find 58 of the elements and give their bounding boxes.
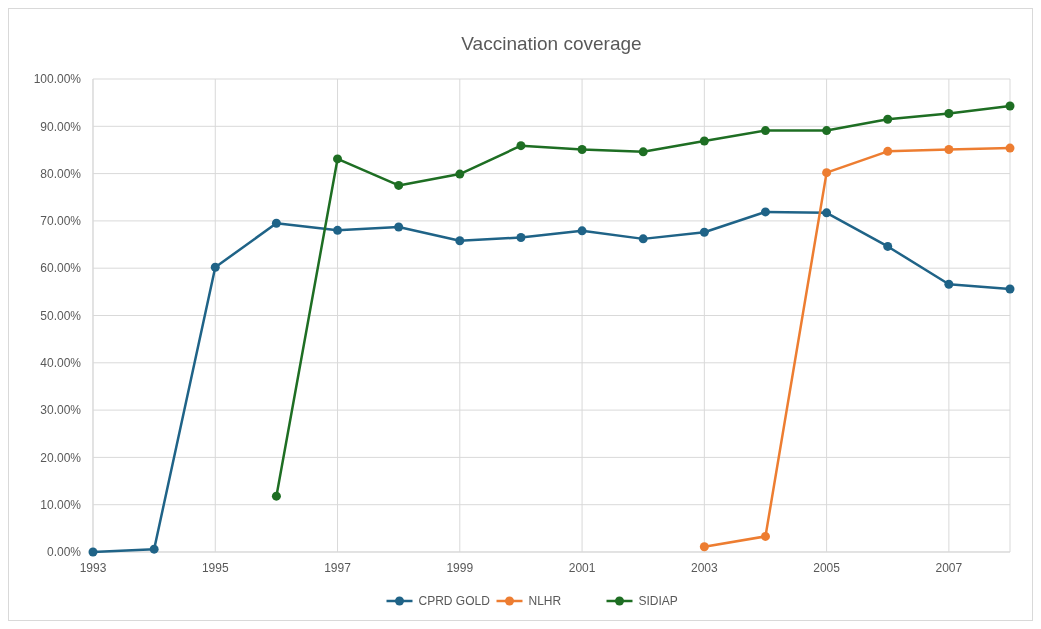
point bbox=[944, 279, 954, 289]
point bbox=[516, 141, 526, 151]
legend-label: SIDIAP bbox=[638, 594, 678, 609]
point bbox=[638, 234, 648, 244]
point bbox=[455, 236, 465, 246]
point bbox=[883, 241, 893, 251]
point bbox=[271, 218, 281, 228]
y-tick-label: 40.00% bbox=[40, 356, 82, 370]
point bbox=[822, 126, 832, 136]
legend-label: NLHR bbox=[528, 594, 562, 609]
y-tick-label: 10.00% bbox=[40, 497, 82, 512]
point bbox=[638, 147, 648, 157]
y-tick-label: 70.00% bbox=[40, 214, 82, 229]
point bbox=[455, 169, 465, 179]
y-tick-label: 0.00% bbox=[46, 545, 82, 560]
point bbox=[577, 226, 587, 236]
point bbox=[760, 531, 770, 541]
point bbox=[333, 154, 343, 164]
point bbox=[883, 114, 893, 124]
point bbox=[944, 109, 954, 119]
point bbox=[271, 491, 281, 501]
point bbox=[699, 542, 709, 552]
point bbox=[577, 144, 587, 154]
point bbox=[394, 180, 404, 190]
point bbox=[88, 547, 98, 557]
y-tick-label: 90.00% bbox=[40, 119, 82, 134]
point bbox=[394, 222, 404, 232]
point bbox=[699, 136, 709, 146]
x-tick-label: 2005 bbox=[813, 561, 841, 575]
x-tick-label: 1999 bbox=[446, 561, 474, 575]
point bbox=[822, 208, 832, 218]
y-tick-label: 30.00% bbox=[40, 403, 82, 418]
point bbox=[699, 227, 709, 237]
x-tick-label: 2003 bbox=[690, 561, 718, 575]
point bbox=[944, 144, 954, 154]
point bbox=[149, 544, 159, 554]
x-tick-label: 2007 bbox=[935, 561, 963, 575]
point bbox=[333, 225, 343, 235]
point bbox=[1005, 284, 1015, 294]
chart-title: Vaccination coverage bbox=[461, 33, 642, 54]
y-tick-label: 50.00% bbox=[40, 308, 82, 323]
x-tick-label: 2001 bbox=[568, 561, 596, 575]
point bbox=[210, 262, 220, 272]
point bbox=[822, 168, 832, 178]
y-tick-label: 60.00% bbox=[40, 261, 82, 276]
point bbox=[1005, 101, 1015, 111]
point bbox=[516, 232, 526, 242]
y-tick-label: 80.00% bbox=[40, 166, 82, 181]
point bbox=[883, 146, 893, 156]
x-tick-label: 1995 bbox=[201, 561, 229, 575]
x-tick-label: 1993 bbox=[79, 561, 107, 575]
y-tick-label: 100.00% bbox=[33, 72, 82, 87]
point bbox=[760, 207, 770, 217]
x-tick-label: 1997 bbox=[324, 561, 352, 575]
point bbox=[1005, 143, 1015, 153]
point bbox=[760, 126, 770, 136]
legend-label: CPRD GOLD bbox=[418, 594, 491, 609]
y-tick-label: 20.00% bbox=[40, 450, 82, 465]
